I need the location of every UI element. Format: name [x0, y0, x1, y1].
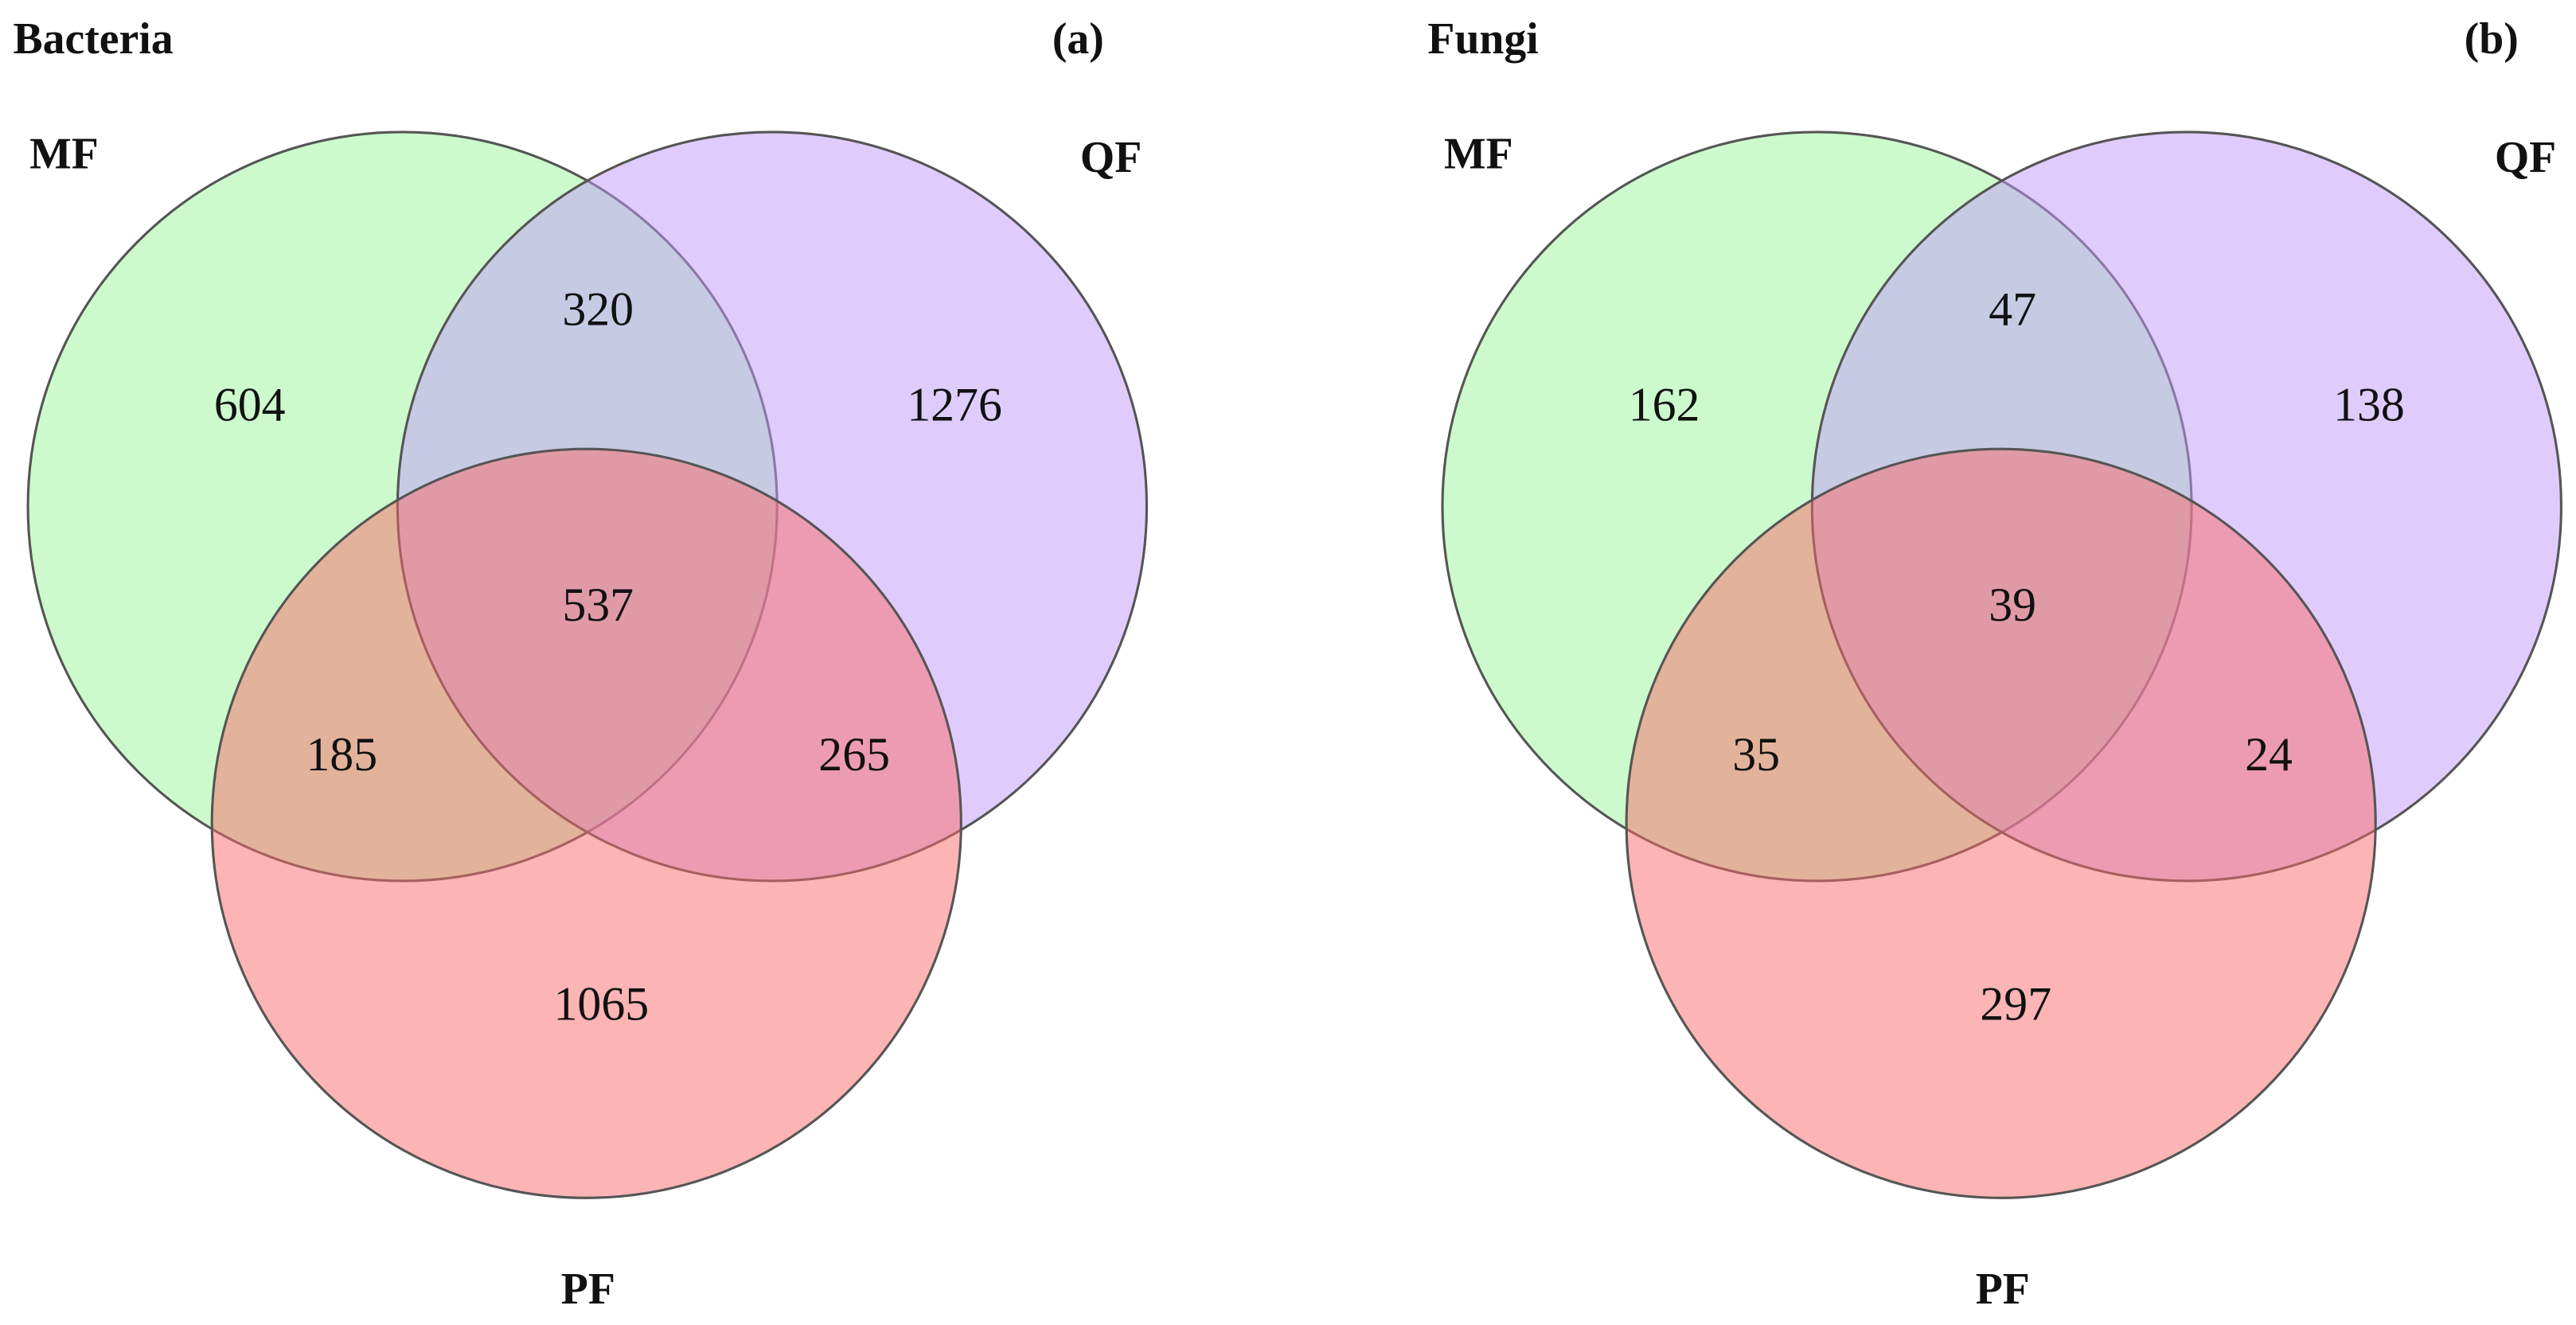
region-count: 35	[1732, 728, 1780, 781]
panel-title: Fungi	[1427, 14, 1538, 64]
set-circle	[1625, 447, 2377, 1199]
region-count: 24	[2245, 728, 2293, 781]
panel-label: (b)	[2465, 14, 2519, 64]
region-count: 297	[1980, 978, 2051, 1031]
region-count: 47	[1989, 283, 2036, 336]
panel-title: Bacteria	[14, 14, 174, 64]
region-count: 537	[562, 579, 634, 631]
set-circle	[210, 447, 962, 1199]
region-count: 138	[2333, 378, 2405, 431]
set-label: MF	[1444, 130, 1513, 179]
set-label: PF	[561, 1265, 615, 1314]
region-count: 265	[818, 728, 890, 781]
set-label: QF	[1080, 133, 1142, 182]
set-label: QF	[2495, 133, 2556, 182]
region-count: 604	[214, 378, 286, 431]
region-count: 1276	[907, 378, 1002, 431]
region-count: 320	[562, 283, 634, 336]
region-count: 1065	[554, 978, 650, 1031]
set-label: MF	[29, 130, 99, 179]
set-label: PF	[1976, 1265, 2030, 1314]
venn-panel: Fungi (b) MF QF PF 162 138 297 47 35 24 39	[1427, 14, 2562, 1314]
panel-label: (a)	[1052, 14, 1104, 64]
region-count: 39	[1989, 579, 2036, 631]
region-count: 162	[1629, 378, 1700, 431]
region-count: 185	[306, 728, 377, 781]
venn-panel: Bacteria (a) MF QF PF 604 1276 1065 320 185 265 537	[14, 14, 1149, 1314]
